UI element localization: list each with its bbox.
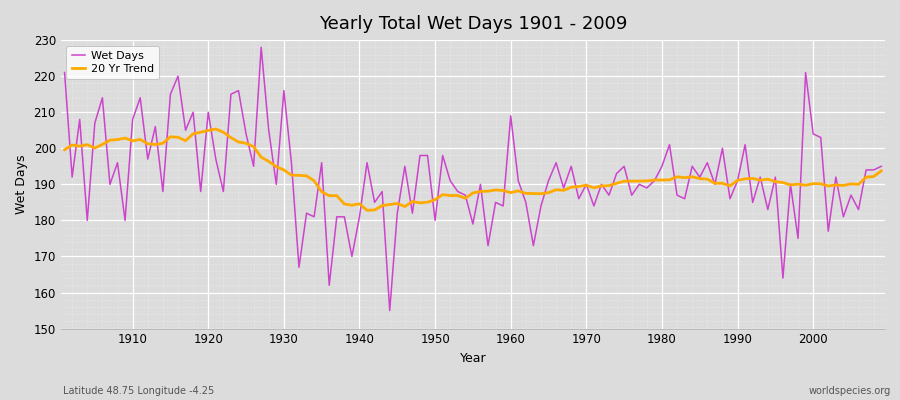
Line: 20 Yr Trend: 20 Yr Trend [65,129,881,210]
20 Yr Trend [293,173,304,178]
Wet Days [293,265,304,270]
Wet Days [611,171,622,176]
Legend: Wet Days, 20 Yr Trend: Wet Days, 20 Yr Trend [67,46,159,79]
20 Yr Trend [520,191,531,196]
X-axis label: Year: Year [460,352,486,365]
Wet Days [876,164,886,169]
Wet Days [513,178,524,183]
20 Yr Trend [362,208,373,213]
20 Yr Trend [876,168,886,173]
Wet Days [59,70,70,75]
Text: worldspecies.org: worldspecies.org [809,386,891,396]
20 Yr Trend [611,181,622,186]
Title: Yearly Total Wet Days 1901 - 2009: Yearly Total Wet Days 1901 - 2009 [319,15,627,33]
Wet Days [339,214,350,219]
20 Yr Trend [211,126,221,131]
20 Yr Trend [513,188,524,193]
Text: Latitude 48.75 Longitude -4.25: Latitude 48.75 Longitude -4.25 [63,386,214,396]
Line: Wet Days: Wet Days [65,47,881,310]
Wet Days [256,45,266,50]
20 Yr Trend [120,136,130,140]
Y-axis label: Wet Days: Wet Days [15,154,28,214]
Wet Days [120,218,130,223]
20 Yr Trend [59,147,70,152]
Wet Days [520,200,531,205]
Wet Days [384,308,395,313]
20 Yr Trend [339,202,350,206]
